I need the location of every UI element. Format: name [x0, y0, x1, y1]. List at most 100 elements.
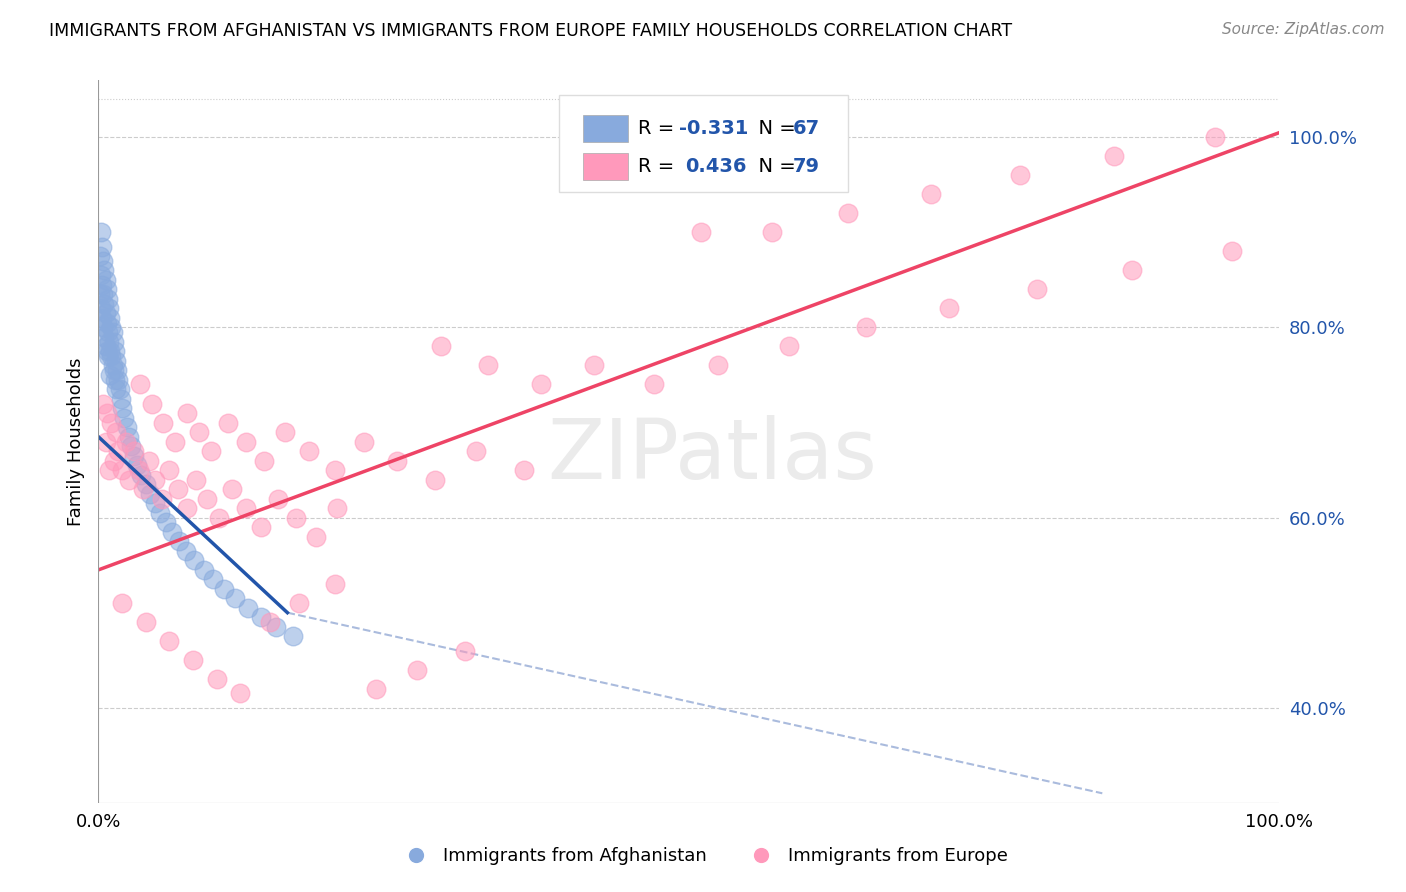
Point	[264, 620, 287, 634]
Point	[176, 501, 198, 516]
Point	[94, 306, 117, 320]
Point	[118, 430, 141, 444]
Point	[181, 653, 204, 667]
Point	[114, 434, 136, 449]
Text: IMMIGRANTS FROM AFGHANISTAN VS IMMIGRANTS FROM EUROPE FAMILY HOUSEHOLDS CORRELAT: IMMIGRANTS FROM AFGHANISTAN VS IMMIGRANT…	[49, 22, 1012, 40]
Point	[707, 359, 730, 373]
Point	[224, 591, 246, 606]
Point	[1220, 244, 1243, 259]
Point	[186, 473, 208, 487]
Point	[283, 629, 305, 643]
Point	[217, 416, 239, 430]
Point	[139, 487, 162, 501]
Point	[94, 339, 117, 353]
Point	[98, 368, 121, 382]
Point	[1204, 130, 1226, 145]
FancyBboxPatch shape	[582, 115, 627, 142]
Text: N =: N =	[745, 119, 801, 138]
Point	[250, 520, 273, 534]
Point	[98, 344, 121, 359]
Point	[200, 444, 222, 458]
Point	[157, 463, 180, 477]
Point	[91, 277, 114, 292]
Point	[689, 226, 711, 240]
Point	[98, 301, 121, 316]
Point	[93, 263, 115, 277]
Point	[98, 463, 121, 477]
Point	[122, 449, 145, 463]
Point	[465, 444, 488, 458]
Point	[530, 377, 553, 392]
Point	[364, 681, 387, 696]
Point	[91, 310, 114, 325]
Point	[1102, 149, 1125, 163]
Point	[423, 473, 446, 487]
Point	[135, 477, 157, 491]
Point	[101, 325, 124, 339]
Point	[98, 310, 121, 325]
Point	[583, 359, 606, 373]
Point	[183, 553, 205, 567]
Legend: Immigrants from Afghanistan, Immigrants from Europe: Immigrants from Afghanistan, Immigrants …	[391, 840, 1015, 872]
Point	[160, 524, 183, 539]
Point	[105, 363, 128, 377]
Point	[920, 187, 942, 202]
Point	[91, 396, 114, 410]
Point	[284, 510, 307, 524]
Point	[229, 686, 252, 700]
Point	[238, 601, 260, 615]
Point	[96, 282, 118, 296]
Point	[187, 425, 209, 439]
Point	[105, 425, 128, 439]
Point	[1121, 263, 1143, 277]
Point	[96, 316, 118, 330]
Point	[138, 453, 160, 467]
Point	[855, 320, 877, 334]
Point	[143, 496, 166, 510]
Point	[512, 463, 534, 477]
Point	[105, 382, 128, 396]
Text: ZIPatlas: ZIPatlas	[547, 416, 877, 497]
Point	[91, 240, 114, 254]
Point	[122, 444, 145, 458]
Point	[208, 510, 231, 524]
Point	[298, 444, 321, 458]
Point	[112, 410, 135, 425]
Text: N =: N =	[745, 157, 801, 177]
Point	[235, 434, 257, 449]
Text: 79: 79	[793, 157, 820, 177]
Point	[195, 491, 218, 506]
Point	[212, 582, 235, 596]
Point	[288, 596, 311, 610]
Point	[267, 491, 290, 506]
Point	[205, 672, 228, 686]
Point	[98, 334, 121, 349]
Point	[97, 349, 120, 363]
Point	[93, 296, 115, 310]
Point	[323, 577, 346, 591]
Point	[387, 453, 409, 467]
Y-axis label: Family Households: Family Households	[66, 358, 84, 525]
Point	[129, 467, 152, 482]
Point	[101, 359, 124, 373]
Point	[157, 634, 180, 648]
Point	[104, 373, 127, 387]
Point	[152, 416, 174, 430]
Point	[89, 287, 111, 301]
Point	[96, 406, 118, 420]
Point	[110, 392, 132, 406]
Point	[121, 439, 143, 453]
Text: 0.436: 0.436	[685, 157, 747, 177]
Point	[94, 434, 117, 449]
Point	[100, 349, 122, 363]
Point	[430, 339, 453, 353]
Point	[305, 530, 328, 544]
Point	[100, 320, 122, 334]
Point	[938, 301, 960, 316]
Point	[108, 382, 131, 396]
Point	[107, 373, 129, 387]
Point	[128, 463, 150, 477]
Point	[97, 325, 120, 339]
Point	[166, 482, 188, 496]
Point	[761, 226, 783, 240]
